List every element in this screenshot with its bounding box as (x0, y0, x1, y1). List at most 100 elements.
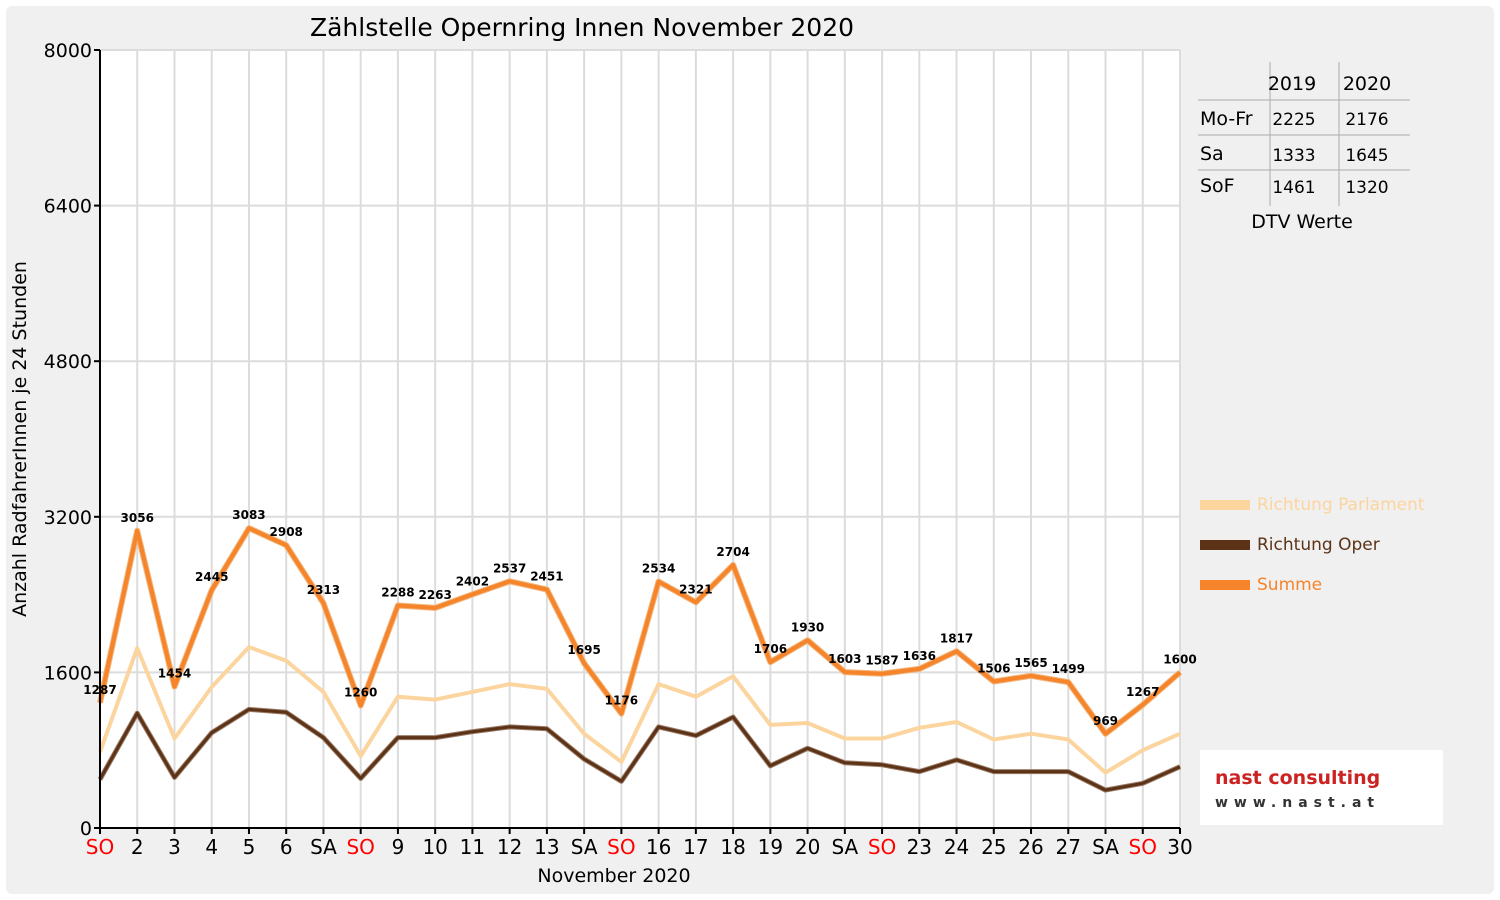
x-tick-label: 20 (795, 835, 820, 859)
chart-title: Zählstelle Opernring Innen November 2020 (310, 13, 854, 42)
data-label: 2313 (307, 583, 340, 597)
x-tick-label: SA (571, 835, 598, 859)
grid-lines (100, 49, 1181, 828)
table-cell: 1333 (1272, 146, 1315, 166)
data-label: 1287 (83, 683, 116, 697)
table-col-header: 2020 (1343, 73, 1391, 95)
data-label: 3083 (232, 508, 265, 522)
x-tick-label: 23 (907, 835, 932, 859)
data-labels: 1287 3056 1454 2445 3083 2908 2313 1260 2288 2263… (83, 508, 1196, 728)
table-cell: 1645 (1345, 146, 1388, 166)
legend-label-oper: Richtung Oper (1257, 535, 1380, 555)
logo-website: www.nast.at (1215, 795, 1380, 811)
data-label: 1565 (1014, 656, 1047, 670)
x-tick-label: 24 (944, 835, 969, 859)
series-lines (97, 525, 1182, 793)
legend-swatch-oper (1200, 540, 1250, 550)
x-tick-label: 12 (497, 835, 522, 859)
x-tick-label: SO (86, 835, 114, 859)
data-label: 1267 (1126, 685, 1159, 699)
data-label: 1454 (158, 667, 191, 681)
table-caption: DTV Werte (1251, 211, 1353, 233)
data-label: 2263 (418, 588, 451, 602)
y-axis-title: Anzahl RadfahrerInnen je 24 Stunden (9, 261, 31, 617)
data-label: 2402 (456, 574, 489, 588)
legend-swatch-summe (1200, 580, 1250, 590)
x-tick-label: SO (607, 835, 635, 859)
x-tick-label: SO (868, 835, 896, 859)
x-tick-label: 13 (534, 835, 559, 859)
legend-label-summe: Summe (1257, 575, 1322, 595)
x-tick-label: 6 (280, 835, 293, 859)
series-line-richtung-parlament (98, 645, 1181, 775)
x-tick-label: SO (346, 835, 374, 859)
x-tick-label: 9 (392, 835, 405, 859)
x-tick-label: 3 (168, 835, 181, 859)
series-line-richtung-oper (98, 707, 1181, 792)
table-row-label: Sa (1200, 143, 1224, 165)
x-tick-label: 4 (205, 835, 218, 859)
data-label: 1930 (791, 620, 824, 634)
x-tick-label: 11 (460, 835, 485, 859)
data-label: 2704 (716, 545, 749, 559)
data-label: 2908 (270, 525, 303, 539)
axes (99, 50, 1180, 829)
table-cell: 2176 (1345, 110, 1388, 130)
x-tick-label: 18 (720, 835, 745, 859)
x-tick-label: 10 (422, 835, 447, 859)
data-label: 3056 (121, 511, 154, 525)
data-label: 2288 (381, 585, 414, 599)
data-label: 969 (1093, 714, 1118, 728)
logo-background (1200, 750, 1443, 825)
data-label: 1499 (1052, 662, 1085, 676)
x-axis-title: November 2020 (537, 865, 690, 887)
legend-swatch-parlament (1200, 500, 1250, 510)
y-tick-label: 1600 (44, 662, 92, 684)
data-label: 1506 (977, 662, 1010, 676)
data-label: 1636 (903, 649, 936, 663)
table-cell: 2225 (1272, 110, 1315, 130)
y-tick-label: 0 (80, 818, 92, 840)
x-tick-label: 19 (758, 835, 783, 859)
table-cell: 1461 (1272, 178, 1315, 198)
dtv-table: 2019 2020 Mo-Fr 2225 2176 Sa 1333 1645 S… (1198, 62, 1410, 233)
table-cell: 1320 (1345, 178, 1388, 198)
x-tick-label: 2 (131, 835, 144, 859)
data-label: 1695 (567, 643, 600, 657)
table-row-label: Mo-Fr (1200, 108, 1253, 130)
x-tick-label: SA (1092, 835, 1119, 859)
y-tick-label: 6400 (44, 196, 92, 218)
data-label: 1603 (828, 652, 861, 666)
data-label: 1587 (865, 654, 898, 668)
x-tick-label: 27 (1056, 835, 1081, 859)
x-tick-label: 25 (981, 835, 1006, 859)
x-tick-label: 16 (646, 835, 671, 859)
y-tick-label: 3200 (44, 507, 92, 529)
data-label: 2537 (493, 561, 526, 575)
logo-company-name: nast consulting (1215, 767, 1380, 789)
x-tick-label: SO (1129, 835, 1157, 859)
data-label: 2451 (530, 570, 563, 584)
data-label: 1176 (605, 694, 638, 708)
data-label: 2534 (642, 562, 675, 576)
x-ticks: SO 2 3 4 5 6 SA SO 9 10 11 12 13 SA SO 16 17 18 19 20 SA SO 23… (86, 828, 1193, 859)
table-col-header: 2019 (1268, 73, 1316, 95)
y-tick-label: 4800 (44, 351, 92, 373)
legend-label-parlament: Richtung Parlament (1257, 495, 1425, 515)
x-tick-label: 26 (1018, 835, 1043, 859)
x-tick-label: 17 (683, 835, 708, 859)
x-tick-label: SA (831, 835, 858, 859)
plot-area (100, 50, 1180, 828)
chart-frame: 0 1600 3200 4800 6400 8000 SO 2 3 4 5 6 SA SO 9 10 11 12… (6, 6, 1494, 894)
series-line-summe (98, 526, 1182, 736)
x-tick-label: 5 (243, 835, 256, 859)
legend: Richtung Parlament Richtung Oper Summe (1200, 495, 1425, 595)
y-tick-label: 8000 (44, 40, 92, 62)
table-row-label: SoF (1200, 175, 1235, 197)
data-label: 1817 (940, 631, 973, 645)
y-ticks: 0 1600 3200 4800 6400 8000 (44, 40, 100, 840)
data-label: 1260 (344, 685, 377, 699)
data-label: 2445 (195, 570, 228, 584)
x-tick-label: 30 (1167, 835, 1192, 859)
